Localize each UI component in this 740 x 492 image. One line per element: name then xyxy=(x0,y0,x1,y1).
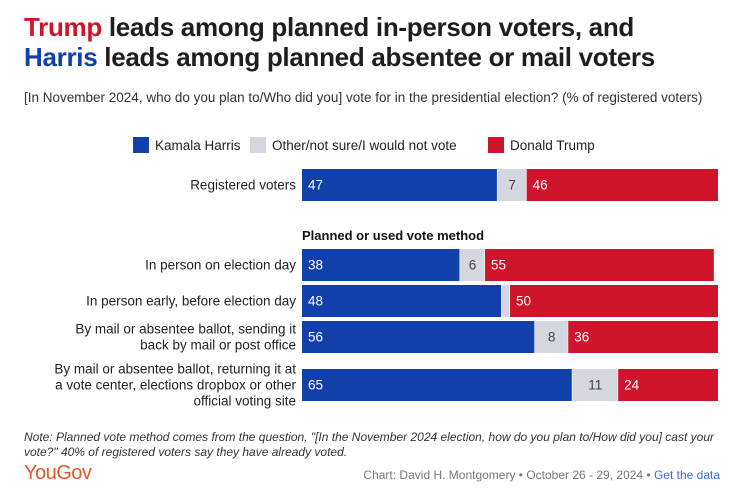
legend-swatch-harris xyxy=(133,137,149,153)
bar-trump-in-person-early xyxy=(510,285,718,317)
get-the-data-link[interactable]: Get the data xyxy=(653,468,720,482)
title-line-1: Trump leads among planned in-person vote… xyxy=(24,12,724,42)
legend-swatch-trump xyxy=(488,137,504,153)
category-label-mail-returned-in-person: official voting site xyxy=(193,394,296,409)
title-line-2-rest: leads among planned absentee or mail vot… xyxy=(97,42,655,72)
value-label-trump-in-person-election-day: 55 xyxy=(491,258,506,273)
value-label-other-in-person-election-day: 6 xyxy=(469,258,477,273)
category-label-mail-sent-back: By mail or absentee ballot, sending it xyxy=(75,322,296,337)
legend-item-trump: Donald Trump xyxy=(488,137,595,153)
value-label-harris-in-person-early: 48 xyxy=(308,294,323,309)
value-label-trump-in-person-early: 50 xyxy=(516,294,531,309)
section-label-vote-method: Planned or used vote method xyxy=(302,228,485,243)
bar-harris-mail-returned-in-person xyxy=(302,369,572,401)
category-label-mail-returned-in-person: a vote center, elections dropbox or othe… xyxy=(55,378,296,393)
chart-subtitle: [In November 2024, who do you plan to/Wh… xyxy=(24,90,703,105)
bar-other-registered-voters xyxy=(497,169,527,201)
title-harris: Harris xyxy=(24,42,98,72)
legend-label-trump: Donald Trump xyxy=(510,137,595,153)
yougov-logo: YouGov xyxy=(24,462,92,484)
value-label-trump-mail-returned-in-person: 24 xyxy=(624,378,640,393)
legend-label-harris: Kamala Harris xyxy=(155,137,241,153)
title-trump: Trump xyxy=(24,12,102,42)
bar-other-in-person-election-day xyxy=(460,249,485,281)
bar-trump-in-person-election-day xyxy=(485,249,714,281)
category-label-in-person-early: In person early, before election day xyxy=(86,294,296,309)
category-label-in-person-election-day: In person on election day xyxy=(145,258,296,273)
value-label-harris-mail-sent-back: 56 xyxy=(308,330,323,345)
bar-other-mail-sent-back xyxy=(534,321,568,353)
legend-item-other: Other/not sure/I would not vote xyxy=(250,137,457,153)
value-label-trump-mail-sent-back: 36 xyxy=(574,330,589,345)
title-line-2: Harris leads among planned absentee or m… xyxy=(24,42,724,72)
value-label-other-mail-returned-in-person: 11 xyxy=(588,378,602,393)
bar-other-in-person-early xyxy=(501,285,510,317)
credit-text: Chart: David H. Montgomery • October 26 … xyxy=(363,468,654,482)
legend-item-harris: Kamala Harris xyxy=(133,137,241,153)
bar-trump-mail-returned-in-person xyxy=(618,369,718,401)
category-label-registered-voters: Registered voters xyxy=(190,178,296,193)
legend: Kamala Harris Other/not sure/I would not… xyxy=(0,137,740,157)
bar-harris-registered-voters xyxy=(302,169,497,201)
bar-harris-mail-sent-back xyxy=(302,321,535,353)
bar-trump-registered-voters xyxy=(526,169,718,201)
bar-harris-in-person-early xyxy=(302,285,502,317)
value-label-other-mail-sent-back: 8 xyxy=(548,330,556,345)
bar-other-mail-returned-in-person xyxy=(572,369,618,401)
category-label-mail-sent-back: back by mail or post office xyxy=(140,338,296,353)
chart-note: Note: Planned vote method comes from the… xyxy=(24,430,714,459)
chart-title: Trump leads among planned in-person vote… xyxy=(24,12,724,72)
category-label-mail-returned-in-person: By mail or absentee ballot, returning it… xyxy=(54,362,296,377)
title-line-1-rest: leads among planned in-person voters, an… xyxy=(101,12,635,42)
value-label-harris-registered-voters: 47 xyxy=(308,178,323,193)
chart-credit: Chart: David H. Montgomery • October 26 … xyxy=(363,468,720,482)
legend-swatch-other xyxy=(250,137,266,153)
value-label-trump-registered-voters: 46 xyxy=(533,178,548,193)
legend-label-other: Other/not sure/I would not vote xyxy=(272,137,457,153)
value-label-harris-mail-returned-in-person: 65 xyxy=(308,378,323,393)
bar-harris-in-person-election-day xyxy=(302,249,460,281)
bar-trump-mail-sent-back xyxy=(568,321,718,353)
value-label-other-registered-voters: 7 xyxy=(508,178,516,193)
value-label-harris-in-person-election-day: 38 xyxy=(308,258,323,273)
